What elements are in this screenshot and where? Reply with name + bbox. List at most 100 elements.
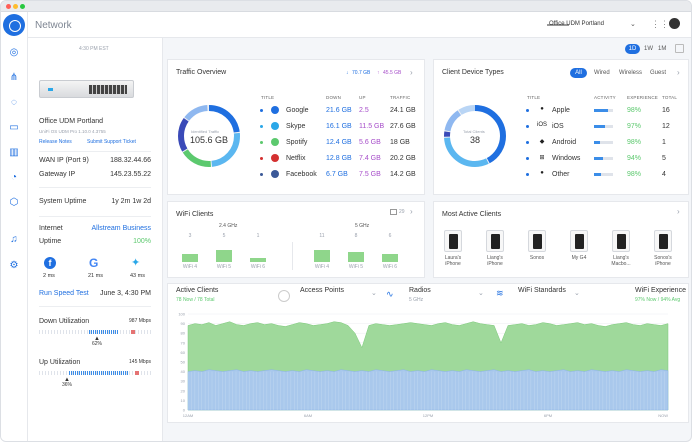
maximize-window-button[interactable]: [20, 4, 25, 9]
google-icon: [271, 106, 279, 114]
device-firmware: UniFi OS UDM Pro 1.10.0 4.3755: [39, 129, 106, 134]
topology-icon[interactable]: ⋔: [9, 72, 19, 83]
traffic-app-name: Netflix: [286, 155, 306, 162]
y-tick-label: 60: [181, 350, 186, 355]
dashboard-icon[interactable]: ◎: [9, 47, 19, 58]
active-client[interactable]: Liang's iPhone: [480, 230, 510, 267]
y-tick-label: 40: [181, 369, 186, 374]
wifi-standards-label[interactable]: WiFi Standards: [518, 287, 566, 294]
security-icon[interactable]: ⬡: [9, 197, 19, 208]
wifi-count: 11: [319, 233, 325, 239]
activity-bar: [594, 141, 613, 144]
system-uptime-label: System Uptime: [39, 198, 87, 205]
chevron-right-icon[interactable]: ›: [410, 68, 413, 77]
x-tick-label: 12AM: [183, 413, 193, 418]
release-notes-link[interactable]: Release Notes: [39, 139, 72, 145]
radios-label[interactable]: Radios: [409, 287, 431, 294]
client-name-line1: Sonos's: [654, 255, 672, 261]
col-down: DOWN: [326, 95, 342, 100]
insights-icon[interactable]: ◔: [10, 172, 18, 183]
series-dot: [526, 173, 529, 176]
wifi-count: 6: [388, 233, 392, 239]
devices-icon[interactable]: ◌: [11, 97, 17, 108]
device-total: 5: [662, 155, 666, 162]
most-active-clients-card: Most Active Clients › Laura's iPhone Liang…: [433, 201, 689, 278]
chevron-right-icon[interactable]: ›: [677, 207, 680, 216]
download-arrow-icon: ↓: [346, 70, 349, 76]
clients-icon[interactable]: ▭: [9, 122, 19, 133]
traffic-overview-title: Traffic Overview: [176, 69, 227, 76]
range-1w-button[interactable]: 1W: [644, 46, 653, 52]
chevron-down-icon[interactable]: ⌄: [371, 290, 377, 297]
run-speed-test-button[interactable]: Run Speed Test: [39, 290, 89, 297]
traffic-app-name: Facebook: [286, 171, 317, 178]
device-experience: 94%: [627, 155, 642, 162]
active-client[interactable]: My G4: [564, 230, 594, 261]
wifi-count: 8: [354, 233, 358, 239]
wifi-bar: [314, 250, 330, 262]
series-dot: [526, 157, 529, 160]
traffic-down: 16.1 GB: [326, 123, 352, 130]
minimize-window-button[interactable]: [13, 4, 18, 9]
wifi-count: 5: [222, 233, 226, 239]
active-client[interactable]: Sonos's iPhone: [648, 230, 678, 267]
chevron-down-icon[interactable]: ⌄: [630, 21, 636, 28]
series-dot: [526, 125, 529, 128]
active-client[interactable]: Laura's iPhone: [438, 230, 468, 267]
device-type-name: iOS: [552, 123, 564, 130]
col-experience: EXPERIENCE: [627, 95, 659, 100]
chevron-right-icon[interactable]: ›: [677, 68, 680, 77]
traffic-down: 21.6 GB: [326, 107, 352, 114]
isp-name[interactable]: Allstream Business: [91, 225, 151, 232]
series-dot: [526, 141, 529, 144]
twitter-icon: ✦: [131, 257, 141, 269]
site-selector[interactable]: Office UDM Portland: [549, 21, 604, 27]
down-utilization-value: 987 Mbps: [129, 318, 151, 324]
statistics-icon[interactable]: ▥: [9, 147, 19, 158]
device-thumbnail-icon: [570, 230, 588, 252]
range-1m-button[interactable]: 1M: [658, 46, 667, 52]
settings-icon[interactable]: ⚙: [9, 260, 19, 271]
tab-wired[interactable]: Wired: [594, 70, 610, 76]
active-client[interactable]: Sonos: [522, 230, 552, 261]
client-name-line2: iPhone: [655, 261, 671, 267]
range-1d-button[interactable]: 1D: [625, 44, 640, 54]
chevron-right-icon[interactable]: ›: [410, 207, 413, 216]
active-client[interactable]: Liang's Macbo...: [606, 230, 636, 267]
support-ticket-link[interactable]: Submit Support Ticket: [87, 139, 136, 145]
activity-bar: [594, 173, 613, 176]
gateway-ip-row: Gateway IP 145.23.55.22: [39, 171, 151, 178]
calendar-icon[interactable]: [675, 44, 684, 53]
tab-wireless[interactable]: Wireless: [619, 70, 643, 76]
device-experience: 98%: [627, 171, 642, 178]
statistics-card: Active Clients 78 Now / 78 Total Access …: [167, 283, 689, 423]
device-thumbnail-icon: [528, 230, 546, 252]
avatar[interactable]: [669, 18, 680, 29]
unifi-logo-icon[interactable]: [3, 14, 25, 36]
client-name-line2: Macbo...: [611, 261, 631, 267]
traffic-down: 12.8 GB: [326, 155, 352, 162]
tab-all[interactable]: All: [570, 68, 587, 78]
x-tick-label: 12PM: [423, 413, 433, 418]
gateway-panel: 4:30 PM EST Office UDM Portland UniFi OS…: [28, 38, 163, 441]
access-point-icon: [278, 290, 290, 302]
up-utilization-label: Up Utilization: [39, 359, 81, 366]
apps-grid-icon[interactable]: ⋮⋮: [651, 19, 669, 29]
download-total: 70.7 GB: [352, 70, 371, 76]
clients-donut-value: 38: [470, 135, 481, 145]
chevron-down-icon[interactable]: ⌄: [574, 290, 580, 297]
close-window-button[interactable]: [6, 4, 11, 9]
system-uptime-value: 1y 2m 1w 2d: [111, 198, 151, 205]
up-utilization-value: 145 Mbps: [129, 359, 151, 365]
traffic-donut-value: 105.6 GB: [190, 135, 229, 145]
notifications-icon[interactable]: ♫: [10, 234, 18, 245]
internet-label: Internet: [39, 225, 63, 232]
tab-guest[interactable]: Guest: [650, 70, 667, 76]
wifi-standard-label: WiFi 6: [250, 264, 266, 270]
traffic-up: 7.5 GB: [359, 171, 381, 178]
chevron-down-icon[interactable]: ⌄: [478, 290, 484, 297]
access-points-label[interactable]: Access Points: [300, 287, 344, 294]
y-tick-label: 0: [183, 408, 186, 413]
up-utilization-row: Up Utilization 145 Mbps: [39, 359, 151, 366]
device-type-name: Android: [552, 139, 577, 146]
